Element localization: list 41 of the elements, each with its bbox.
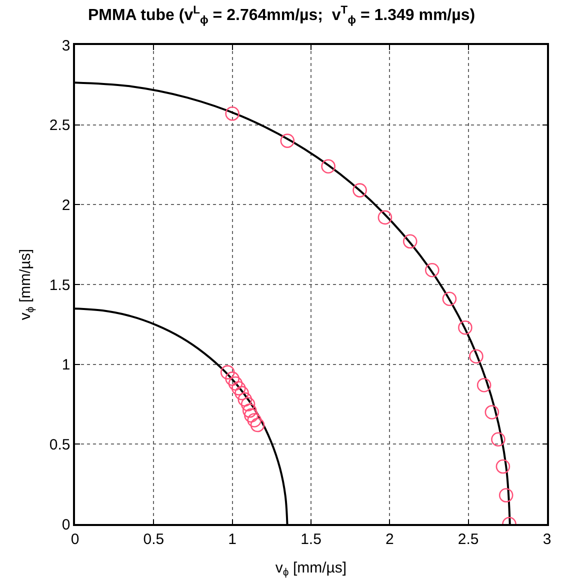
- point: [425, 262, 440, 278]
- y-tick-label: 0.5: [49, 436, 70, 454]
- point: [238, 392, 252, 407]
- point: [225, 106, 240, 121]
- x-tick-label: 3: [542, 530, 552, 548]
- y-tick-label: 2: [62, 196, 70, 214]
- point: [220, 365, 235, 380]
- y-tick-label: 0: [62, 516, 70, 534]
- point: [244, 408, 258, 423]
- y-tick-label: 2.5: [49, 117, 70, 134]
- x-tick-label: 1.5: [300, 530, 322, 548]
- point: [458, 320, 472, 335]
- point: [378, 210, 392, 225]
- y-tick-label: 1: [62, 356, 70, 374]
- point: [321, 159, 336, 174]
- point: [280, 134, 295, 148]
- point: [498, 488, 514, 502]
- point: [240, 397, 256, 412]
- y-tick-label: 1.5: [49, 276, 70, 294]
- x-tick-label: 2: [386, 530, 394, 548]
- x-tick-label: 2.5: [458, 530, 479, 548]
- point: [225, 372, 240, 386]
- point: [442, 292, 457, 306]
- point: [469, 349, 484, 364]
- point: [247, 413, 262, 428]
- x-tick-label: 1: [228, 530, 236, 548]
- point: [228, 376, 243, 391]
- point: [352, 183, 367, 198]
- y-tick-label: 3: [62, 37, 70, 54]
- x-axis-title: v$_{ϕ}$ [mm/µs]: [275, 559, 347, 578]
- x-tick-label: 0.5: [143, 530, 164, 548]
- point: [242, 403, 257, 418]
- point: [476, 378, 492, 392]
- chart-title: PMMA tube (v$^{L}$$_{ϕ}$ = 2.764mm/µs; v$^{T}$$_{ϕ}$ = 1.349 mm/µs): [88, 4, 476, 26]
- point: [484, 405, 500, 420]
- point: [496, 459, 510, 474]
- point: [491, 432, 506, 447]
- point: [231, 381, 246, 396]
- point: [234, 386, 249, 400]
- point: [402, 234, 418, 249]
- point: [250, 418, 265, 432]
